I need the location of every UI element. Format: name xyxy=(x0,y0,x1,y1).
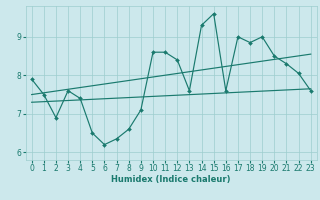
X-axis label: Humidex (Indice chaleur): Humidex (Indice chaleur) xyxy=(111,175,231,184)
